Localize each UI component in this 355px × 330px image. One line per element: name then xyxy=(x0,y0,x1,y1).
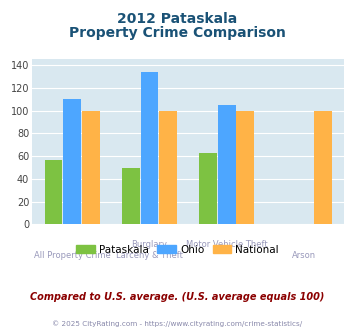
Bar xyxy=(200,153,217,224)
Text: 2012 Pataskala: 2012 Pataskala xyxy=(118,12,237,25)
Bar xyxy=(141,72,158,224)
Text: Compared to U.S. average. (U.S. average equals 100): Compared to U.S. average. (U.S. average … xyxy=(30,292,325,302)
Text: © 2025 CityRating.com - https://www.cityrating.com/crime-statistics/: © 2025 CityRating.com - https://www.city… xyxy=(53,320,302,327)
Bar xyxy=(236,111,254,224)
Bar xyxy=(314,111,332,224)
Legend: Pataskala, Ohio, National: Pataskala, Ohio, National xyxy=(72,241,283,259)
Text: Property Crime Comparison: Property Crime Comparison xyxy=(69,26,286,40)
Bar xyxy=(45,159,62,224)
Bar xyxy=(218,105,236,224)
Text: Larceny & Theft: Larceny & Theft xyxy=(116,250,183,260)
Bar xyxy=(63,99,81,224)
Text: Motor Vehicle Theft: Motor Vehicle Theft xyxy=(186,240,268,249)
Text: All Property Crime: All Property Crime xyxy=(34,250,110,260)
Bar xyxy=(122,168,140,224)
Bar xyxy=(82,111,100,224)
Text: Arson: Arson xyxy=(292,250,316,260)
Bar xyxy=(159,111,177,224)
Text: Burglary: Burglary xyxy=(131,240,168,249)
